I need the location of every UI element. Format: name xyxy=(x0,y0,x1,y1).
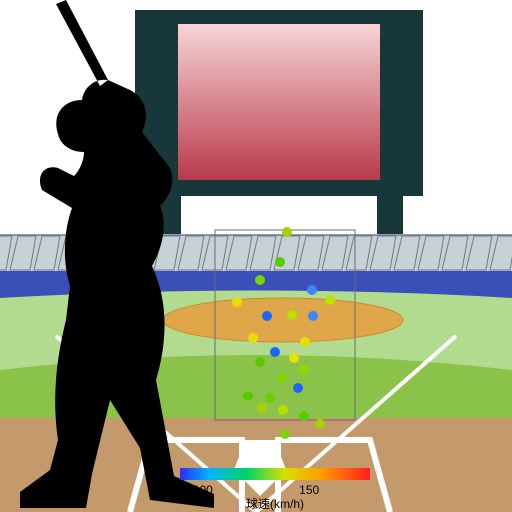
pitch-marker xyxy=(278,405,288,415)
pitch-marker xyxy=(315,419,325,429)
pitch-marker xyxy=(299,365,309,375)
pitch-marker xyxy=(248,333,258,343)
pitch-marker xyxy=(282,227,292,237)
colorbar-tick: 100 xyxy=(193,483,213,497)
pitch-marker xyxy=(299,411,309,421)
pitch-marker xyxy=(257,403,267,413)
pitch-marker xyxy=(308,311,318,321)
pitch-marker xyxy=(255,275,265,285)
pitch-marker xyxy=(255,357,265,367)
pitch-marker xyxy=(307,285,317,295)
colorbar-label: 球速(km/h) xyxy=(246,497,304,511)
pitchers-mound xyxy=(163,298,403,342)
pitch-marker xyxy=(289,353,299,363)
pitch-marker xyxy=(232,297,242,307)
pitch-location-chart: 100 150球速(km/h) xyxy=(0,0,512,512)
pitch-marker xyxy=(325,295,335,305)
pitch-marker xyxy=(262,311,272,321)
pitch-marker xyxy=(287,310,297,320)
pitch-marker xyxy=(280,429,290,439)
pitch-marker xyxy=(293,383,303,393)
scoreboard-screen xyxy=(178,24,380,180)
pitch-marker xyxy=(265,393,275,403)
pitch-marker xyxy=(277,373,287,383)
pitch-marker xyxy=(243,391,253,401)
speed-colorbar xyxy=(180,468,370,480)
pitch-marker xyxy=(300,337,310,347)
colorbar-tick: 150 xyxy=(299,483,319,497)
pitch-marker xyxy=(275,257,285,267)
pitch-marker xyxy=(270,347,280,357)
